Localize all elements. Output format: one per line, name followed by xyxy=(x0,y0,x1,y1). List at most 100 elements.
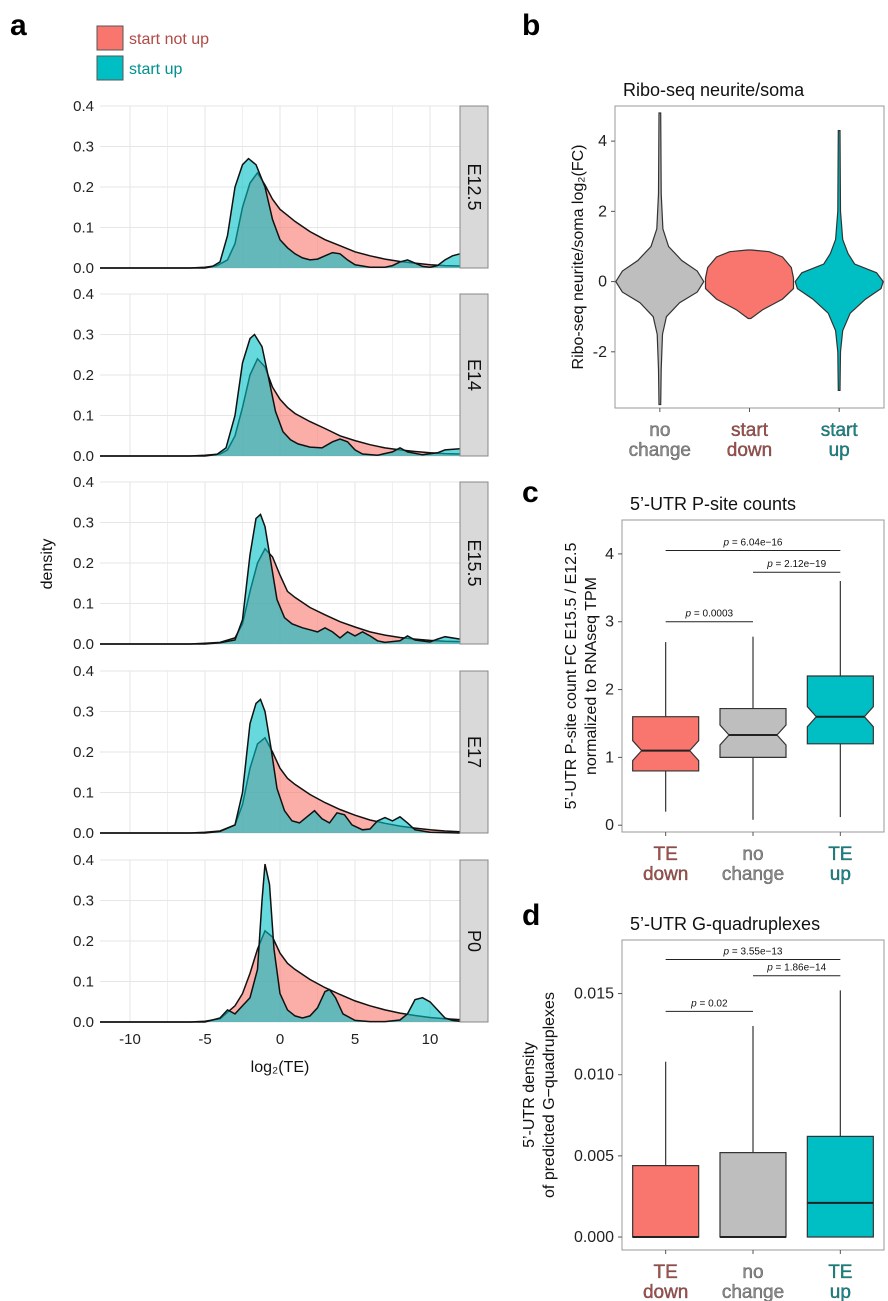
category-label-line: down xyxy=(643,1282,688,1301)
box-body xyxy=(632,1165,700,1238)
box-body xyxy=(806,675,874,745)
box-body xyxy=(719,1152,787,1238)
facet-strip xyxy=(459,859,489,1023)
x-tick-label: -10 xyxy=(119,1031,141,1048)
box-body xyxy=(632,716,700,772)
y-tick-label: 0.1 xyxy=(73,408,94,425)
p-value-label: p = 3.55e−13 xyxy=(723,946,783,957)
facet-E14: 0.0 0.1 0.2 0.3 0.4 E14 xyxy=(73,286,489,465)
x-tick-label: -5 xyxy=(198,1031,211,1048)
y-tick-label: 0.2 xyxy=(73,179,94,196)
y-axis-label: normalized to RNAseq TPM xyxy=(583,577,600,775)
panel-letter-c: c xyxy=(522,476,539,509)
category-label-line: TE xyxy=(828,1262,852,1283)
p-symbol: p xyxy=(723,946,730,957)
category-label-line: down xyxy=(727,440,772,461)
category-label-line: start xyxy=(821,420,859,441)
y-tick-label: 4 xyxy=(598,133,607,150)
category-label-line: change xyxy=(722,864,784,885)
facet-strip xyxy=(459,293,489,457)
density-line-start-not-up xyxy=(100,929,461,1023)
y-tick-label: 0.4 xyxy=(73,852,94,869)
chart-title: 5’-UTR P-site counts xyxy=(630,494,796,514)
category-label-line: start xyxy=(731,420,769,441)
legend-swatch xyxy=(96,55,124,81)
y-tick-label: 0.4 xyxy=(73,286,94,303)
category-label-line: TE xyxy=(654,844,678,865)
density-line-start-up xyxy=(100,513,461,645)
legend-label: start not up xyxy=(129,31,209,48)
y-axis-label: density xyxy=(39,539,56,590)
y-tick-label: 0.3 xyxy=(73,139,94,156)
y-tick-label: 0.2 xyxy=(73,555,94,572)
x-tick-label: 5 xyxy=(351,1031,359,1048)
box-TE-down xyxy=(632,1061,700,1239)
density-area-start-up xyxy=(100,334,460,456)
y-axis-label: 5’-UTR density xyxy=(521,1042,538,1148)
p-symbol: p xyxy=(685,609,692,620)
y-tick-label: 0 xyxy=(598,274,607,291)
panel-letter-d: d xyxy=(522,899,540,932)
y-axis-label: 5’-UTR P-site count FC E15.5 / E12.5 xyxy=(563,543,580,810)
category-label-line: TE xyxy=(828,844,852,865)
density-area-start-not-up xyxy=(100,358,460,456)
y-tick-label: 0.3 xyxy=(73,515,94,532)
density-area-start-up xyxy=(100,158,460,268)
facet-strip xyxy=(459,105,489,269)
facet-strip xyxy=(459,481,489,645)
y-tick-label: 0 xyxy=(605,817,614,834)
panel-letter-a: a xyxy=(10,9,27,42)
y-tick-label: 0.0 xyxy=(73,1014,94,1031)
category-label-line: no xyxy=(742,1262,763,1283)
facet-E12.5: 0.0 0.1 0.2 0.3 0.4 E12.5 xyxy=(73,98,489,277)
p-value-label: p = 0.02 xyxy=(690,998,728,1009)
y-tick-label: 0.000 xyxy=(574,1229,614,1246)
violin-no-change xyxy=(615,112,705,406)
facet-strip xyxy=(459,670,489,834)
y-tick-label: 0.2 xyxy=(73,933,94,950)
y-tick-label: 0.2 xyxy=(73,744,94,761)
p-value: = 0.0003 xyxy=(691,609,733,620)
density-area-start-up xyxy=(100,699,460,833)
y-tick-label: -2 xyxy=(593,344,607,361)
y-tick-label: 0.0 xyxy=(73,825,94,842)
panel-c: 5’-UTR P-site counts 0 1 2 3 4 5’-UTR P-site c… xyxy=(563,494,885,885)
density-line-start-not-up xyxy=(100,547,461,645)
p-value-label: p = 1.86e−14 xyxy=(766,963,826,974)
density-area-start-up xyxy=(100,514,460,644)
facet-E17: 0.0 0.1 0.2 0.3 0.4 E17 xyxy=(73,663,489,842)
y-tick-label: 0.0 xyxy=(73,448,94,465)
density-line-start-up xyxy=(100,333,461,457)
y-tick-label: 0.2 xyxy=(73,367,94,384)
category-label-line: up xyxy=(830,1282,851,1301)
density-area-start-not-up xyxy=(100,930,460,1022)
p-symbol: p xyxy=(690,998,697,1009)
y-tick-label: 0.3 xyxy=(73,704,94,721)
y-tick-label: 3 xyxy=(605,614,614,631)
facet-E15.5: 0.0 0.1 0.2 0.3 0.4 E15.5 xyxy=(73,474,489,653)
facet-strip-label: E12.5 xyxy=(464,163,484,210)
category-label-line: no xyxy=(649,420,670,441)
x-axis-label: log₂(TE) xyxy=(251,1059,310,1076)
y-axis-label: of predicted G−quadruplexes xyxy=(541,992,558,1198)
panel-letter-b: b xyxy=(522,9,540,42)
x-tick-label: 10 xyxy=(422,1031,439,1048)
facet-strip-label: P0 xyxy=(464,930,484,952)
violin-start-down xyxy=(704,249,795,320)
p-symbol: p xyxy=(766,559,773,570)
p-symbol: p xyxy=(766,963,773,974)
p-value-label: p = 2.12e−19 xyxy=(766,559,826,570)
y-tick-label: 0.0 xyxy=(73,260,94,277)
category-label-line: up xyxy=(830,864,851,885)
category-label-line: TE xyxy=(654,1262,678,1283)
box-TE-up xyxy=(806,581,874,818)
y-tick-label: 4 xyxy=(605,546,614,563)
box-TE-down xyxy=(632,642,700,812)
y-tick-label: 2 xyxy=(598,203,607,220)
